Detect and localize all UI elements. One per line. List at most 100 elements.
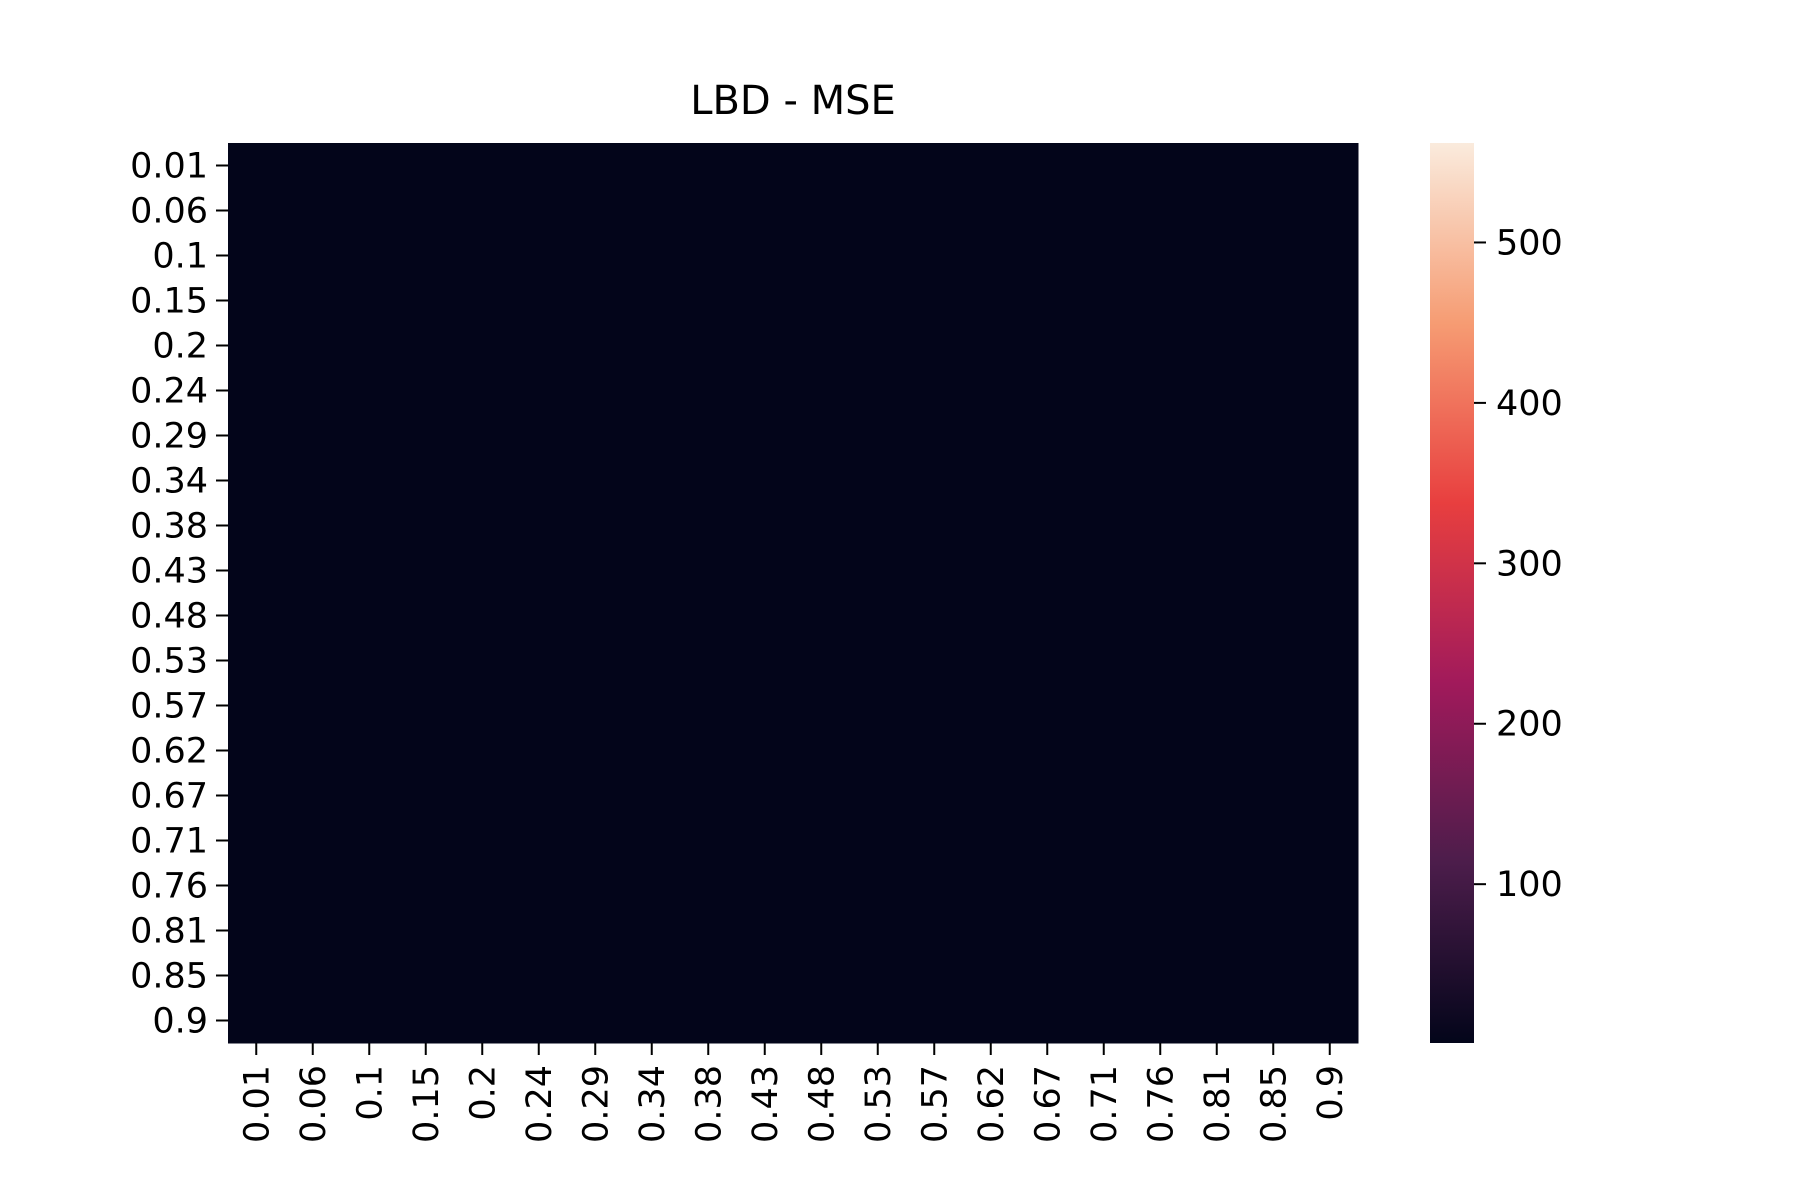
- heatmap-cell: [1132, 368, 1189, 414]
- heatmap-cell: [228, 503, 285, 549]
- heatmap-cell: [228, 233, 285, 279]
- heatmap-cell: [284, 503, 342, 549]
- heatmap-cell: [397, 908, 455, 954]
- heatmap-cell: [567, 503, 624, 549]
- heatmap-cell: [906, 368, 963, 414]
- heatmap-cell: [341, 233, 398, 279]
- heatmap-cell: [1188, 998, 1246, 1044]
- heatmap-cell: [567, 458, 624, 504]
- heatmap-cell: [793, 773, 850, 819]
- heatmap-cell: [1075, 908, 1133, 954]
- heatmap-cell: [906, 413, 963, 459]
- heatmap-cell: [1245, 233, 1302, 279]
- heatmap-cell: [1301, 818, 1359, 864]
- heatmap-cell: [1301, 368, 1359, 414]
- heatmap-cell: [962, 503, 1020, 549]
- heatmap-cell: [1019, 818, 1076, 864]
- heatmap-cell: [397, 728, 455, 774]
- heatmap-cell: [1132, 683, 1189, 729]
- heatmap-cell: [228, 368, 285, 414]
- heatmap-cell: [1075, 458, 1133, 504]
- heatmap-cell: [1019, 593, 1076, 639]
- heatmap-cell: [1188, 548, 1246, 594]
- heatmap-cell: [1075, 368, 1133, 414]
- heatmap-cell: [397, 683, 455, 729]
- heatmap-cell: [1132, 503, 1189, 549]
- heatmap-cell: [680, 458, 737, 504]
- heatmap-cell: [228, 278, 285, 324]
- heatmap-cell: [567, 368, 624, 414]
- heatmap-cell: [1188, 278, 1246, 324]
- heatmap-cell: [567, 143, 624, 189]
- heatmap-cell: [284, 233, 342, 279]
- heatmap-cell: [567, 683, 624, 729]
- heatmap-cell: [1019, 728, 1076, 774]
- heatmap-cell: [849, 413, 907, 459]
- heatmap-cell: [680, 323, 737, 369]
- heatmap-cell: [341, 998, 398, 1044]
- heatmap-cell: [228, 323, 285, 369]
- colorbar-tick-label: 400: [1496, 384, 1563, 424]
- heatmap-cell: [1245, 143, 1302, 189]
- heatmap-cell: [962, 953, 1020, 999]
- heatmap-cell: [1301, 908, 1359, 954]
- heatmap-cell: [793, 548, 850, 594]
- heatmap-cell: [962, 908, 1020, 954]
- heatmap-cell: [849, 503, 907, 549]
- heatmap-cell: [284, 863, 342, 909]
- heatmap-cell: [567, 638, 624, 684]
- heatmap-cell: [228, 863, 285, 909]
- heatmap-cell: [1188, 368, 1246, 414]
- heatmap-cell: [793, 143, 850, 189]
- heatmap-cell: [1019, 143, 1076, 189]
- heatmap-cell: [962, 188, 1020, 234]
- heatmap-cell: [284, 143, 342, 189]
- heatmap-cell: [962, 413, 1020, 459]
- heatmap-cell: [736, 908, 794, 954]
- x-tick-label: 0.48: [802, 1065, 842, 1143]
- heatmap-cell: [1245, 413, 1302, 459]
- heatmap-cell: [567, 233, 624, 279]
- heatmap-cell: [1132, 188, 1189, 234]
- x-tick-label: 0.62: [972, 1065, 1012, 1143]
- heatmap-cell: [341, 638, 398, 684]
- heatmap-cell: [510, 233, 568, 279]
- y-tick-label: 0.24: [130, 372, 208, 412]
- heatmap-cell: [1132, 458, 1189, 504]
- heatmap-cell: [849, 773, 907, 819]
- heatmap-cell: [680, 233, 737, 279]
- heatmap-cell: [1188, 773, 1246, 819]
- heatmap-cell: [1132, 593, 1189, 639]
- heatmap-cell: [962, 593, 1020, 639]
- heatmap-cell: [341, 413, 398, 459]
- heatmap-cell: [1245, 503, 1302, 549]
- heatmap-cell: [1132, 728, 1189, 774]
- heatmap-cell: [397, 188, 455, 234]
- heatmap-cell: [397, 413, 455, 459]
- heatmap-cell: [1301, 458, 1359, 504]
- heatmap-cell: [454, 233, 511, 279]
- heatmap-cell: [962, 998, 1020, 1044]
- heatmap-cell: [1301, 323, 1359, 369]
- x-tick-label: 0.81: [1198, 1065, 1238, 1143]
- heatmap-cell: [1019, 368, 1076, 414]
- x-tick-label: 0.01: [237, 1065, 277, 1143]
- heatmap-cell: [1301, 683, 1359, 729]
- heatmap-cell: [1132, 323, 1189, 369]
- heatmap-cell: [906, 233, 963, 279]
- heatmap-cell: [623, 368, 681, 414]
- x-tick-label: 0.9: [1311, 1065, 1351, 1121]
- heatmap-cell: [510, 548, 568, 594]
- heatmap-cell: [284, 188, 342, 234]
- heatmap-cell: [1301, 233, 1359, 279]
- heatmap-cell: [736, 818, 794, 864]
- heatmap-cell: [793, 998, 850, 1044]
- heatmap-cell: [1301, 728, 1359, 774]
- heatmap-cell: [906, 728, 963, 774]
- heatmap-cell: [1301, 143, 1359, 189]
- heatmap-cell: [680, 953, 737, 999]
- heatmap-cell: [623, 638, 681, 684]
- colorbar-tick-label: 500: [1496, 223, 1563, 263]
- heatmap-cell: [1245, 818, 1302, 864]
